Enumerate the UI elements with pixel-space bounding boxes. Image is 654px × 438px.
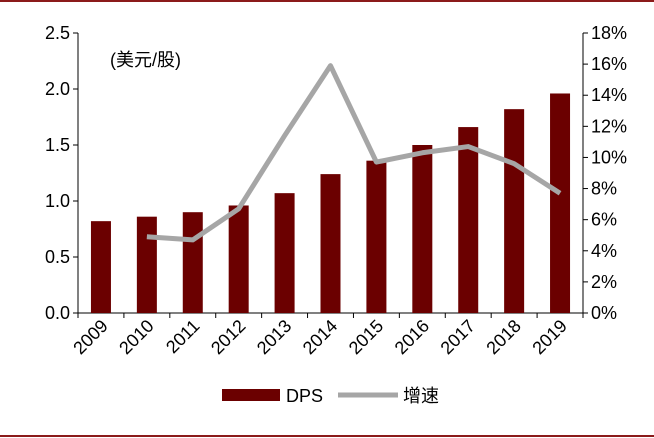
x-tick-label: 2015 [345,316,387,358]
left-tick-label: 2.5 [45,23,70,43]
right-tick-label: 2% [591,272,617,292]
x-tick-label: 2010 [115,316,157,358]
dps-bar [366,160,387,313]
growth-line [146,63,562,243]
legend-label-growth: 增速 [403,386,439,406]
x-tick-label: 2011 [162,316,204,358]
dps-bar [182,212,203,313]
x-tick-label: 2016 [391,316,433,358]
dps-bar [504,109,525,313]
x-tick-label: 2019 [528,316,570,358]
left-tick-label: 0.0 [45,303,70,323]
right-tick-label: 0% [591,303,617,323]
right-tick-label: 16% [591,54,627,74]
dps-bar [458,127,479,313]
dps-bar [550,93,571,313]
left-tick-label: 1.5 [45,135,70,155]
x-tick-label: 2013 [253,316,295,358]
right-tick-label: 14% [591,85,627,105]
y-axis-unit-label: (美元/股) [110,50,181,70]
dps-bar [136,216,157,313]
right-tick-label: 8% [591,179,617,199]
right-tick-label: 4% [591,241,617,261]
x-tick-label: 2017 [437,316,479,358]
dps-bar [320,174,341,313]
left-tick-label: 0.5 [45,247,70,267]
dps-bar [412,145,433,313]
legend: DPS 增速 [222,386,439,406]
dps-bar [274,193,295,313]
x-tick-label: 2012 [207,316,249,358]
left-tick-label: 1.0 [45,191,70,211]
right-tick-label: 10% [591,147,627,167]
right-tick-label: 12% [591,116,627,136]
bottom-rule [0,435,654,437]
dps-bars [90,93,571,313]
dps-bar [228,205,249,313]
top-rule [0,0,654,2]
legend-swatch-dps [222,389,280,401]
dps-bar [90,221,111,313]
x-tick-label: 2014 [299,316,341,358]
right-tick-label: 6% [591,210,617,230]
growth-line-path [146,63,562,243]
legend-label-dps: DPS [286,386,323,406]
right-tick-label: 18% [591,23,627,43]
x-tick-label: 2009 [69,316,111,358]
left-tick-label: 2.0 [45,79,70,99]
x-tick-label: 2018 [483,316,525,358]
